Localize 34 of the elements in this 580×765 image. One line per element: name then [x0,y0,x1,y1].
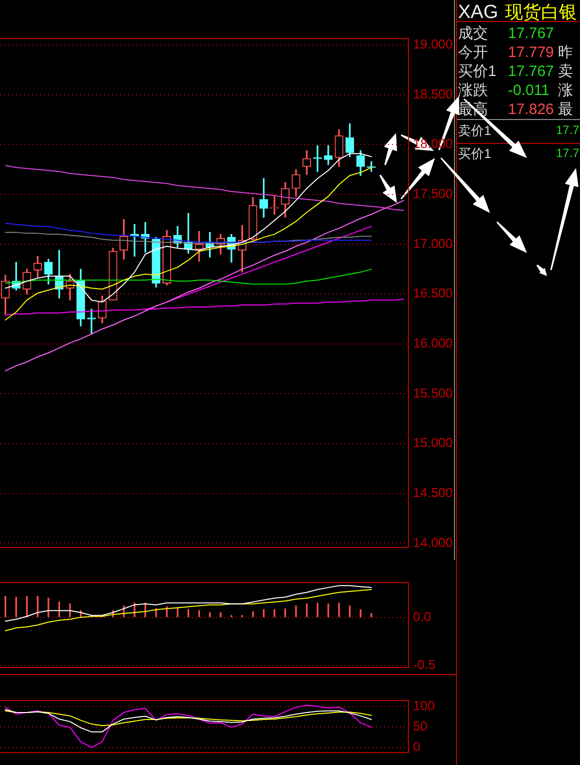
text: 卖价1 [458,122,492,138]
y-tick-label: -0.5 [413,656,436,672]
text: 最 [558,100,573,118]
text: 涨 [558,82,573,98]
text: 17.767 [508,62,554,80]
text: 涨跌 [458,82,488,98]
text: 昨 [558,44,573,60]
y-tick-label: 15.500 [413,385,453,400]
text: 今开 [458,44,488,60]
text: -0.011 [508,82,550,98]
y-tick-label: 14.000 [413,534,453,550]
text: 买价1 [458,62,496,80]
y-tick-label: 19.000 [413,36,453,52]
y-tick-label: 0 [413,739,420,754]
text: 买价1 [458,146,492,160]
y-tick-label: 17.000 [413,236,453,251]
y-tick-label: 15.000 [413,435,453,450]
y-tick-label: 100 [413,698,435,713]
y-tick-label: 14.500 [413,484,453,500]
text: 现货白银 [505,2,577,22]
y-tick-label: 16.500 [413,286,453,301]
y-tick-label: 17.500 [413,186,453,202]
y-tick-label: 50 [413,718,428,734]
text: 17.7 [556,123,580,137]
text: 17.7 [556,146,580,160]
text: 17.826 [508,100,554,118]
text: 成交 [458,24,488,42]
text: 17.779 [508,44,554,60]
y-tick-label: 0.0 [413,608,432,624]
y-tick-label: 18.500 [413,86,453,102]
text: XAG [458,2,498,22]
text: 17.767 [508,24,554,42]
y-tick-label: 16.000 [413,336,453,350]
text: 卖 [558,62,573,80]
